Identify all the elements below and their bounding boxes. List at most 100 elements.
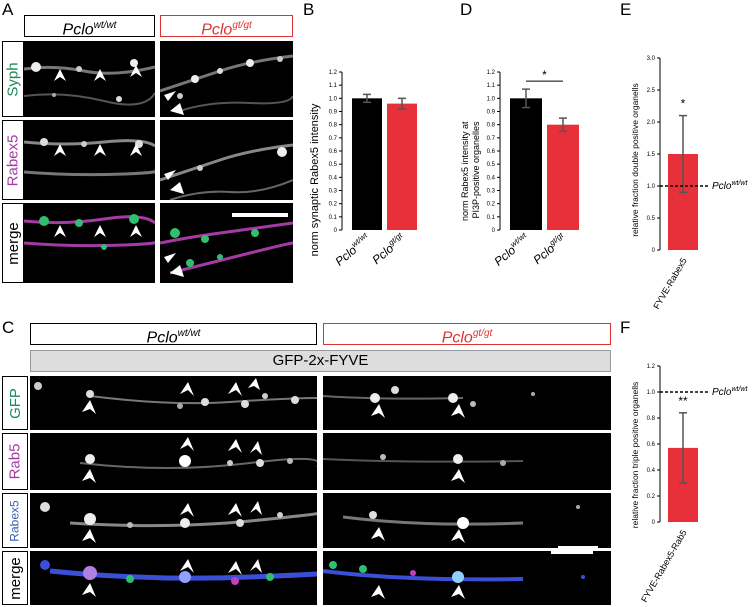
B-bar-0: [352, 98, 382, 230]
D-ytick-label: 1.0: [487, 96, 496, 102]
E-category-label-0: FYVE-Rabex5: [651, 256, 688, 311]
F-significance-mark: **: [678, 394, 688, 408]
B-ytick-label: 0.6: [329, 149, 338, 155]
micrograph-a-merge-gt: [160, 203, 293, 283]
svg-text:norm Rabex5 intensity at P: norm Rabex5 intensity at PI3P-positive o…: [460, 119, 481, 221]
micrograph-c-rabex5-wt: [30, 493, 317, 548]
micrograph-a-syph-gt: [160, 41, 293, 117]
panel-c-row-label-gfp: GFP: [2, 376, 28, 430]
D-category-label-0: Pclowt/wt: [491, 230, 533, 268]
B-ytick-label: 0: [334, 228, 338, 234]
chart-f-ylabel: relative fraction triple positive organe…: [630, 382, 640, 528]
panel-letter-b: B: [303, 0, 315, 19]
D-ytick-label: 0.6: [487, 149, 496, 155]
B-ytick-label: 0.1: [329, 215, 338, 221]
chart-d: norm Rabex5 intensity at PI3P-positive o…: [460, 68, 579, 269]
D-ytick-label: 0.4: [487, 175, 496, 181]
panel-letter-d: D: [460, 0, 473, 19]
micrograph-c-gfp-wt: [30, 376, 317, 430]
chart-d-ylabel-line2: PI3P-positive organelles: [471, 121, 481, 219]
panel-a-row-label-rabex5: Rabex5: [2, 120, 24, 200]
micrograph-a-rabex5-wt: [24, 120, 155, 200]
D-ytick-label: 0.7: [487, 136, 496, 142]
D-significance-mark: *: [542, 68, 547, 82]
D-ytick-label: 0.1: [487, 215, 496, 221]
F-ytick-label: 0.4: [647, 468, 656, 474]
B-ytick-label: 0.5: [329, 162, 338, 168]
D-ytick-label: 1.2: [487, 70, 496, 76]
micrograph-a-rabex5-gt: [160, 120, 293, 200]
D-ytick-label: 0: [492, 228, 496, 234]
B-category-label-1: Pclogt/gt: [369, 230, 409, 267]
B-ytick-label: 0.3: [329, 189, 338, 195]
panel-c-row-label-rabex5: Rabex5: [2, 493, 28, 548]
D-ytick-label: 0.2: [487, 202, 496, 208]
E-ytick-label: 0: [652, 248, 656, 254]
chart-b-ylabel: norm synaptic Rabex5 intensity: [309, 103, 321, 256]
D-ytick-label: 1.1: [487, 83, 496, 89]
E-ytick-label: 1.0: [647, 184, 656, 190]
E-significance-mark: *: [681, 97, 686, 111]
chart-e-ylabel: relative fraction double positive organe…: [630, 83, 640, 237]
panel-a-header-wt: Pclowt/wt: [24, 15, 155, 38]
micrograph-c-merge-wt: [30, 551, 317, 605]
micrograph-c-merge-gt: [323, 551, 611, 605]
panel-letter-f: F: [620, 318, 631, 337]
E-ytick-label: 0.5: [647, 216, 656, 222]
panel-c-row-label-merge: merge: [2, 551, 28, 605]
B-ytick-label: 0.7: [329, 136, 338, 142]
micrograph-c-rabex5-gt: [323, 493, 611, 548]
B-ytick-label: 1.2: [329, 70, 338, 76]
micrograph-c-gfp-gt: [323, 376, 611, 430]
B-ytick-label: 0.2: [329, 202, 338, 208]
panel-a-row-label-syph: Syph: [2, 41, 24, 117]
panel-c-row-label-rab5: Rab5: [2, 433, 28, 490]
B-ytick-label: 0.4: [329, 175, 338, 181]
F-ytick-label: 0: [652, 520, 656, 526]
panel-c-header-wt: Pclowt/wt: [30, 323, 317, 346]
E-ytick-label: 3.0: [647, 56, 656, 62]
panel-letter-a: A: [2, 0, 14, 19]
B-category-label-0: Pclowt/wt: [332, 230, 374, 268]
E-reference-label: Pclowt/wt: [712, 180, 748, 192]
B-ytick-label: 1.0: [329, 96, 338, 102]
micrograph-a-syph-wt: [24, 41, 155, 117]
panel-c-construct-label: GFP-2x-FYVE: [30, 350, 611, 372]
E-ytick-label: 2.5: [647, 88, 656, 94]
D-category-label-1: Pclogt/gt: [530, 230, 570, 267]
D-ytick-label: 0.3: [487, 189, 496, 195]
E-ytick-label: 2.0: [647, 120, 656, 126]
D-ytick-label: 0.9: [487, 110, 496, 116]
scale-bar-a: [232, 213, 288, 217]
B-ytick-label: 1.1: [329, 83, 338, 89]
F-category-label-0: FYVE-Rabex5-Rab5: [639, 528, 689, 604]
E-ytick-label: 1.5: [647, 152, 656, 158]
F-ytick-label: 0.2: [647, 494, 656, 500]
D-bar-0: [510, 98, 542, 230]
D-ytick-label: 0.8: [487, 123, 496, 129]
scale-bar-c-top: [558, 546, 598, 550]
B-ytick-label: 0.9: [329, 110, 338, 116]
F-ytick-label: 1.0: [647, 390, 656, 396]
panel-a-header-gt: Pclogt/gt: [160, 15, 293, 38]
chart-b: norm synaptic Rabex5 intensity 0 0.1 0.2 0.…: [309, 70, 417, 269]
D-ytick-label: 0.5: [487, 162, 496, 168]
panel-letter-e: E: [620, 0, 632, 19]
B-bar-1: [387, 103, 417, 230]
chart-f: relative fraction triple positive organe…: [630, 364, 748, 604]
scale-bar-c: [551, 551, 593, 554]
micrograph-c-rab5-gt: [323, 433, 611, 490]
F-reference-label: Pclowt/wt: [712, 386, 748, 398]
B-ytick-label: 0.8: [329, 123, 338, 129]
micrograph-c-rab5-wt: [30, 433, 317, 490]
F-ytick-label: 1.2: [647, 364, 656, 370]
panel-letter-c: C: [2, 318, 15, 337]
D-bar-1: [547, 124, 579, 230]
chart-e: relative fraction double positive organe…: [630, 56, 748, 311]
F-ytick-label: 0.6: [647, 442, 656, 448]
panel-c-header-gt: Pclogt/gt: [323, 323, 611, 346]
F-ytick-label: 0.8: [647, 416, 656, 422]
micrograph-a-merge-wt: [24, 203, 155, 283]
panel-a-row-label-merge: merge: [2, 203, 24, 283]
chart-d-ylabel-line1: norm Rabex5 intensity at: [460, 121, 470, 221]
